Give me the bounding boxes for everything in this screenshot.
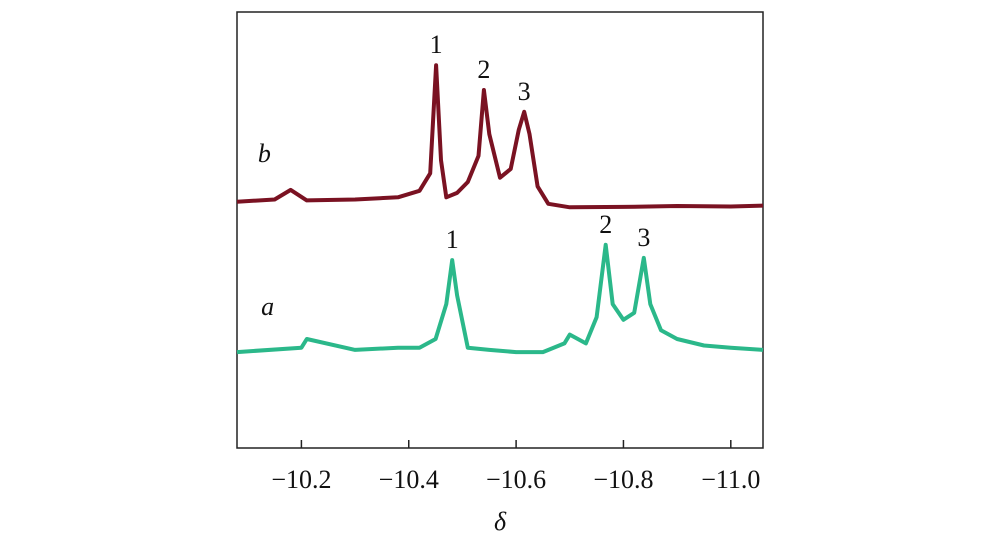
peak-label: 2 (477, 55, 490, 84)
peak-label: 1 (446, 225, 459, 254)
spectrum-line (236, 242, 764, 355)
x-axis-label: δ (494, 507, 507, 536)
plot-frame (236, 11, 764, 449)
x-tick-label: −10.2 (271, 465, 331, 494)
peak-label: 1 (430, 30, 443, 59)
x-tick-label: −11.0 (701, 465, 760, 494)
series-label: b (258, 139, 271, 168)
series-label: a (261, 292, 274, 321)
x-tick-label: −10.4 (379, 465, 439, 494)
peak-label: 3 (637, 223, 650, 252)
x-tick-label: −10.6 (486, 465, 546, 494)
x-tick-label: −10.8 (593, 465, 653, 494)
peak-label: 2 (599, 210, 612, 239)
spectrum-line (236, 63, 764, 210)
peak-label: 3 (518, 77, 531, 106)
